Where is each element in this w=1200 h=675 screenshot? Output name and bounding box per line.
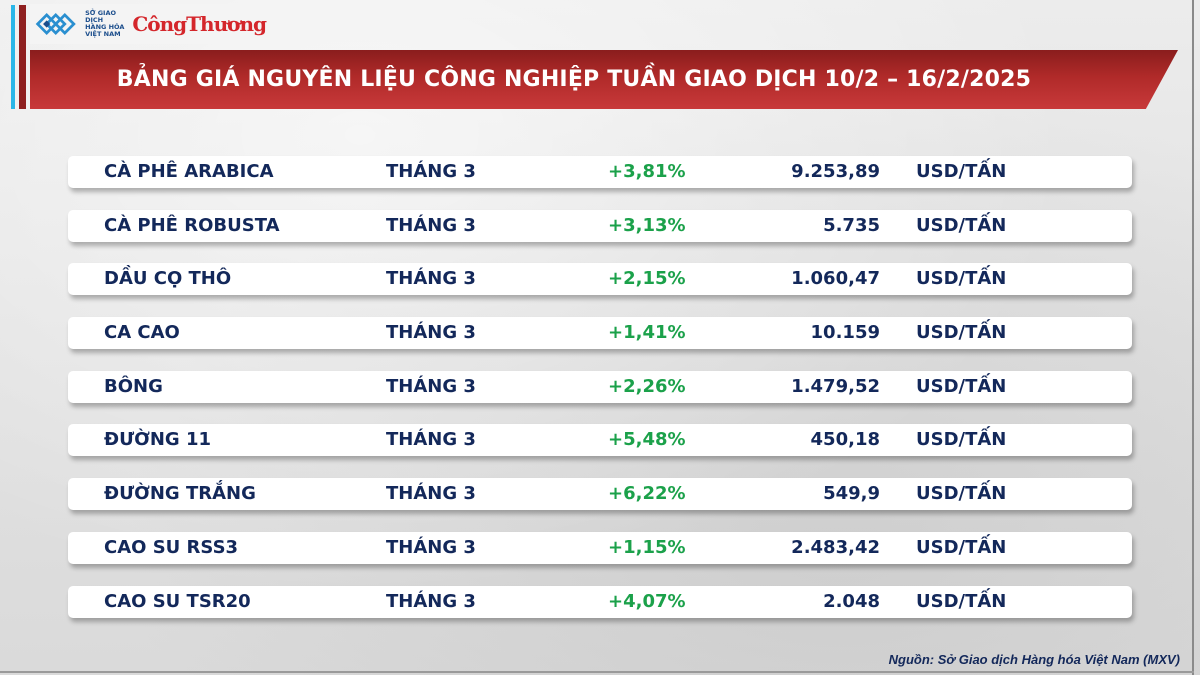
frame-border-bottom xyxy=(0,671,1194,673)
price-value: 549,9 xyxy=(823,483,880,504)
frame-border-right xyxy=(1192,0,1194,675)
title-banner: BẢNG GIÁ NGUYÊN LIỆU CÔNG NGHIỆP TUẦN GI… xyxy=(30,50,1178,109)
price-value: 5.735 xyxy=(823,215,880,236)
table-row: CAO SU TSR20 THÁNG 3 +4,07% 2.048 USD/TẤ… xyxy=(68,586,1132,618)
table-row: CÀ PHÊ ARABICA THÁNG 3 +3,81% 9.253,89 U… xyxy=(68,156,1132,188)
contract-month: THÁNG 3 xyxy=(386,537,476,558)
contract-month: THÁNG 3 xyxy=(386,429,476,450)
contract-month: THÁNG 3 xyxy=(386,376,476,397)
change-percent: +1,15% xyxy=(608,537,686,558)
price-unit: USD/TẤN xyxy=(916,429,1007,450)
mxv-logo-line-1: SỞ GIAO DỊCH xyxy=(85,9,117,24)
commodity-name: ĐƯỜNG 11 xyxy=(104,429,211,450)
contract-month: THÁNG 3 xyxy=(386,322,476,343)
price-unit: USD/TẤN xyxy=(916,215,1007,236)
commodity-name: CAO SU RSS3 xyxy=(104,537,239,558)
contract-month: THÁNG 3 xyxy=(386,483,476,504)
price-value: 450,18 xyxy=(810,429,880,450)
accent-bar-red xyxy=(19,5,26,109)
price-value: 10.159 xyxy=(810,322,880,343)
change-percent: +3,13% xyxy=(608,215,686,236)
price-unit: USD/TẤN xyxy=(916,376,1007,397)
commodity-name: DẦU CỌ THÔ xyxy=(104,268,232,289)
table-row: CAO SU RSS3 THÁNG 3 +1,15% 2.483,42 USD/… xyxy=(68,532,1132,564)
contract-month: THÁNG 3 xyxy=(386,268,476,289)
table-row: DẦU CỌ THÔ THÁNG 3 +2,15% 1.060,47 USD/T… xyxy=(68,263,1132,295)
price-value: 1.060,47 xyxy=(791,268,880,289)
price-unit: USD/TẤN xyxy=(916,322,1007,343)
table-row: CÀ PHÊ ROBUSTA THÁNG 3 +3,13% 5.735 USD/… xyxy=(68,210,1132,242)
change-percent: +6,22% xyxy=(608,483,686,504)
price-unit: USD/TẤN xyxy=(916,161,1007,182)
table-row: ĐƯỜNG 11 THÁNG 3 +5,48% 450,18 USD/TẤN xyxy=(68,424,1132,456)
price-value: 9.253,89 xyxy=(791,161,880,182)
change-percent: +3,81% xyxy=(608,161,686,182)
price-value: 2.483,42 xyxy=(791,537,880,558)
table-row: ĐƯỜNG TRẮNG THÁNG 3 +6,22% 549,9 USD/TẤN xyxy=(68,478,1132,510)
commodity-name: CÀ PHÊ ARABICA xyxy=(104,161,274,182)
accent-bar-blue xyxy=(11,5,15,109)
mxv-logo-line-3: VIỆT NAM xyxy=(85,30,121,38)
source-note: Nguồn: Sở Giao dịch Hàng hóa Việt Nam (M… xyxy=(888,652,1180,667)
contract-month: THÁNG 3 xyxy=(386,591,476,612)
change-percent: +5,48% xyxy=(608,429,686,450)
contract-month: THÁNG 3 xyxy=(386,215,476,236)
change-percent: +2,26% xyxy=(608,376,686,397)
change-percent: +2,15% xyxy=(608,268,686,289)
cong-thuong-logo: CôngThương xyxy=(132,12,267,36)
price-unit: USD/TẤN xyxy=(916,483,1007,504)
commodity-name: CÀ PHÊ ROBUSTA xyxy=(104,215,280,236)
commodity-name: BÔNG xyxy=(104,376,163,397)
price-unit: USD/TẤN xyxy=(916,537,1007,558)
page-title: BẢNG GIÁ NGUYÊN LIỆU CÔNG NGHIỆP TUẦN GI… xyxy=(116,67,1032,92)
commodity-name: CA CAO xyxy=(104,322,180,343)
mxv-logo-line-2: HÀNG HÓA xyxy=(85,23,125,31)
contract-month: THÁNG 3 xyxy=(386,161,476,182)
price-unit: USD/TẤN xyxy=(916,268,1007,289)
commodity-name: CAO SU TSR20 xyxy=(104,591,251,612)
header-logos: SỞ GIAO DỊCH HÀNG HÓA VIỆT NAM CôngThươn… xyxy=(30,4,267,44)
mxv-logo-icon xyxy=(35,13,76,35)
price-value: 1.479,52 xyxy=(791,376,880,397)
commodity-name: ĐƯỜNG TRẮNG xyxy=(104,483,256,504)
table-row: BÔNG THÁNG 3 +2,26% 1.479,52 USD/TẤN xyxy=(68,371,1132,403)
mxv-logo-text: SỞ GIAO DỊCH HÀNG HÓA VIỆT NAM xyxy=(85,10,130,38)
change-percent: +1,41% xyxy=(608,322,686,343)
table-row: CA CAO THÁNG 3 +1,41% 10.159 USD/TẤN xyxy=(68,317,1132,349)
change-percent: +4,07% xyxy=(608,591,686,612)
price-unit: USD/TẤN xyxy=(916,591,1007,612)
price-value: 2.048 xyxy=(823,591,880,612)
